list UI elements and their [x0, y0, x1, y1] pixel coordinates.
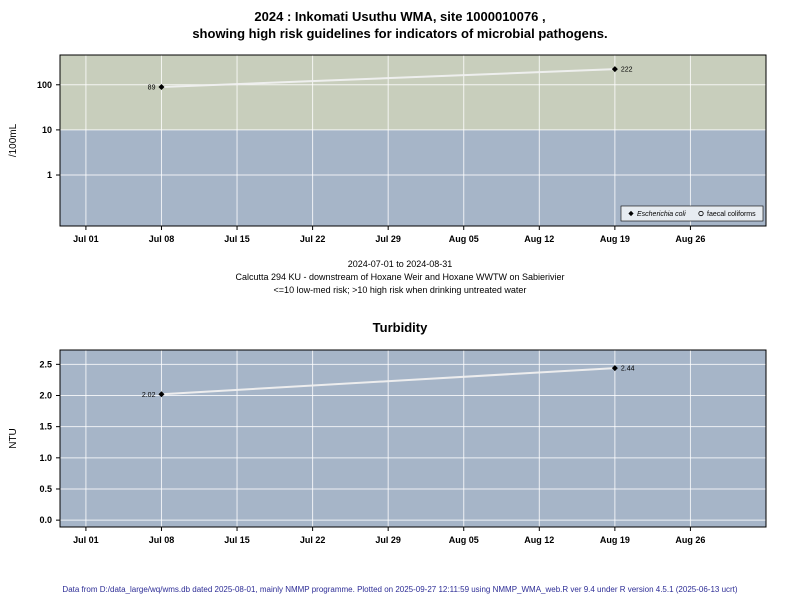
caption-site-description: Calcutta 294 KU - downstream of Hoxane W… [235, 272, 565, 282]
svg-text:Aug 26: Aug 26 [675, 535, 705, 545]
svg-text:Jul 29: Jul 29 [375, 234, 401, 244]
svg-text:1.5: 1.5 [39, 422, 52, 432]
microbial-chart-title-line2: showing high risk guidelines for indicat… [192, 26, 608, 41]
svg-text:Jul 22: Jul 22 [300, 234, 326, 244]
svg-text:Jul 08: Jul 08 [149, 535, 175, 545]
svg-text:1.0: 1.0 [39, 453, 52, 463]
svg-text:10: 10 [42, 125, 52, 135]
svg-text:Jul 15: Jul 15 [224, 234, 250, 244]
footer-provenance-text: Data from D:/data_large/wq/wms.db dated … [62, 585, 738, 594]
svg-text:2.0: 2.0 [39, 390, 52, 400]
svg-text:Aug 12: Aug 12 [524, 234, 554, 244]
caption-risk-note: <=10 low-med risk; >10 high risk when dr… [273, 285, 527, 295]
svg-text:0.5: 0.5 [39, 484, 52, 494]
svg-text:NTU: NTU [8, 428, 19, 449]
svg-text:/100mL: /100mL [8, 123, 19, 157]
svg-text:222: 222 [621, 67, 633, 74]
microbial-chart-title-line1: 2024 : Inkomati Usuthu WMA, site 1000010… [254, 9, 546, 24]
svg-text:Aug 05: Aug 05 [449, 535, 479, 545]
svg-text:1: 1 [47, 170, 52, 180]
svg-text:Jul 15: Jul 15 [224, 535, 250, 545]
svg-text:89: 89 [148, 85, 156, 92]
svg-text:Aug 19: Aug 19 [600, 234, 630, 244]
svg-text:Jul 08: Jul 08 [149, 234, 175, 244]
caption-date-range: 2024-07-01 to 2024-08-31 [347, 259, 453, 269]
svg-text:0.0: 0.0 [39, 515, 52, 525]
svg-text:Aug 05: Aug 05 [449, 234, 479, 244]
svg-text:Escherichia coli: Escherichia coli [637, 211, 686, 218]
microbial-chart-title: 2024 : Inkomati Usuthu WMA, site 1000010… [0, 8, 800, 42]
svg-text:Jul 01: Jul 01 [73, 234, 99, 244]
svg-text:Jul 29: Jul 29 [375, 535, 401, 545]
svg-text:2.44: 2.44 [621, 366, 635, 373]
turbidity-plot: Jul 01 Jul 08 Jul 15 Jul 22 Jul 29 Aug 05 Aug … [8, 349, 767, 545]
svg-text:faecal coliforms: faecal coliforms [707, 211, 756, 218]
svg-text:Aug 19: Aug 19 [600, 535, 630, 545]
microbial-pathogens-plot: Jul 01 Jul 08 Jul 15 Jul 22 Jul 29 Aug 05 Aug … [8, 54, 767, 244]
svg-text:100: 100 [37, 80, 52, 90]
turbidity-chart-title: Turbidity [372, 320, 428, 335]
svg-text:Jul 01: Jul 01 [73, 535, 99, 545]
microbial-chart-captions: 2024-07-01 to 2024-08-31 Calcutta 294 KU… [0, 258, 800, 297]
svg-text:Aug 12: Aug 12 [524, 535, 554, 545]
svg-text:Jul 22: Jul 22 [300, 535, 326, 545]
svg-text:2.5: 2.5 [39, 359, 52, 369]
svg-text:Aug 26: Aug 26 [675, 234, 705, 244]
svg-text:2.02: 2.02 [142, 392, 156, 399]
